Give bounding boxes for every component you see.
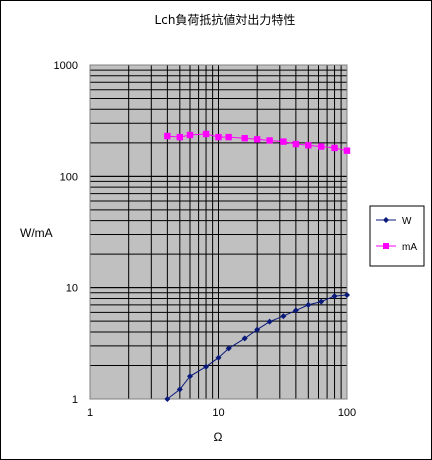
y-tick-label: 10 <box>66 283 78 295</box>
data-point-mA <box>305 142 312 149</box>
y-tick-label: 100 <box>60 171 78 183</box>
legend-box <box>369 205 425 267</box>
data-point-mA <box>241 135 248 142</box>
data-point-mA <box>176 133 184 141</box>
x-axis-label: Ω <box>214 430 223 444</box>
data-point-W <box>305 301 312 308</box>
data-point-mA <box>280 138 287 145</box>
data-point-mA <box>253 136 261 143</box>
legend-label-W: W <box>402 216 412 227</box>
data-point-W <box>292 307 299 314</box>
legend-marker-W <box>383 217 389 223</box>
data-point-mA <box>318 143 325 150</box>
legend-label-mA: mA <box>402 242 417 253</box>
x-tick-label: 100 <box>338 407 356 419</box>
data-point-W <box>241 335 248 342</box>
series-group <box>164 130 351 402</box>
data-point-mA <box>331 144 338 152</box>
data-point-mA <box>164 132 171 140</box>
y-tick-label: 1000 <box>54 60 78 72</box>
data-point-mA <box>343 147 351 154</box>
data-point-W <box>344 291 350 298</box>
data-point-W <box>203 363 210 370</box>
data-point-W <box>215 354 222 361</box>
data-point-mA <box>266 137 273 144</box>
y-axis-label: W/mA <box>20 226 53 240</box>
data-point-W <box>164 396 171 402</box>
data-point-W <box>225 345 232 352</box>
legend: WmA <box>369 205 425 267</box>
x-tick-label: 10 <box>212 407 224 419</box>
data-point-mA <box>186 131 194 139</box>
plot-border <box>89 64 348 400</box>
grid-lines <box>90 65 347 399</box>
chart-title: Lch負荷抵抗値対出力特性 <box>155 12 296 27</box>
x-tick-label: 1 <box>87 407 93 419</box>
data-point-mA <box>202 130 210 138</box>
data-point-W <box>266 318 273 325</box>
tick-labels: 1 10 100 1 10 100 1000 <box>54 60 357 419</box>
data-point-mA <box>292 140 300 148</box>
data-point-W <box>254 326 261 333</box>
data-point-W <box>331 293 338 300</box>
data-point-W <box>318 298 325 305</box>
data-point-W <box>280 313 287 320</box>
y-tick-label: 1 <box>72 394 78 406</box>
legend-marker-mA <box>383 243 389 249</box>
data-point-W <box>176 386 183 393</box>
data-point-W <box>186 373 193 380</box>
data-point-mA <box>225 133 232 141</box>
data-point-mA <box>215 133 222 141</box>
